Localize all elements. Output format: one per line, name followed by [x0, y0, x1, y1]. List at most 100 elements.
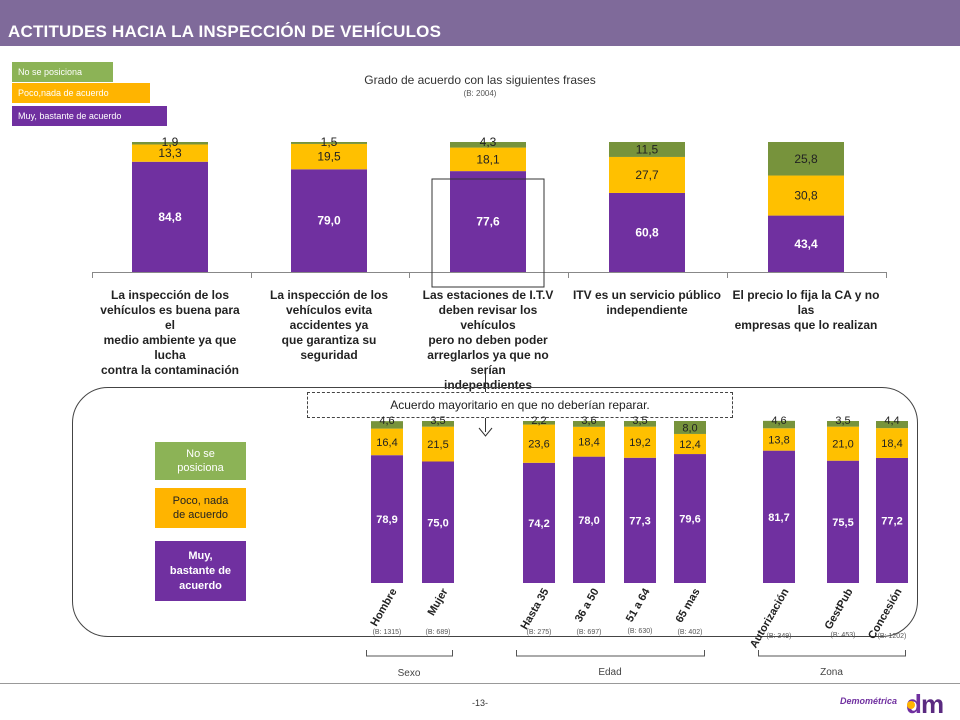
- data-label-nose: 3,5: [835, 415, 850, 427]
- bar-segment-nose: [876, 421, 908, 429]
- bar-segment-poco: [624, 426, 656, 458]
- category-label-line: ITV es un servicio público: [572, 288, 722, 302]
- bar-segment-muy: [371, 455, 403, 583]
- legend-item-muy-bastante: Muy, bastante de acuerdo: [155, 541, 246, 601]
- data-label-poco: 21,0: [832, 439, 853, 451]
- data-label-nose: 25,8: [794, 152, 818, 166]
- bar-segment-poco: [876, 428, 908, 458]
- data-label-poco: 13,3: [158, 146, 182, 160]
- data-label-nose: 8,0: [682, 422, 697, 434]
- data-label-muy: 77,2: [881, 515, 902, 527]
- data-label-poco: 16,4: [376, 437, 397, 449]
- data-label-muy: 84,8: [158, 210, 182, 224]
- data-label-nose: 4,3: [480, 135, 497, 149]
- bar-segment-muy: [763, 450, 795, 583]
- bar-segment-muy: [132, 161, 208, 272]
- svg-text:Demométrica: Demométrica: [840, 696, 897, 706]
- bar-segment-poco: [371, 428, 403, 456]
- base-label: (B: 402): [678, 629, 703, 636]
- bar-segment-muy: [768, 215, 844, 272]
- bar-segment-poco: [609, 156, 685, 193]
- data-label-nose: 4,6: [379, 415, 394, 427]
- company-logo: Demométrica d m: [840, 689, 944, 716]
- data-label-nose: 3,5: [632, 415, 647, 427]
- data-label-poco: 12,4: [679, 439, 700, 451]
- category-label: La inspección de los vehículos evita acci…: [254, 288, 404, 363]
- data-label-poco: 19,5: [317, 150, 341, 164]
- data-label-nose: 11,5: [636, 142, 659, 156]
- category-label: 51 a 64: [624, 586, 653, 625]
- bar-segment-nose: [624, 421, 656, 427]
- bar-segment-poco: [827, 426, 859, 461]
- base-label: (B: 697): [577, 629, 602, 636]
- bar-segment-poco: [450, 147, 526, 172]
- chart-subtitle: (B: 2004): [463, 89, 497, 98]
- data-label-muy: 79,6: [679, 514, 700, 526]
- group-bracket: [366, 650, 453, 657]
- category-label: Hasta 35: [519, 587, 552, 632]
- category-label: El precio lo fija la CA y no las empresas…: [731, 288, 881, 333]
- category-label: Mujer: [426, 586, 451, 618]
- bar-segment-muy: [609, 192, 685, 272]
- data-label-muy: 78,9: [376, 514, 397, 526]
- data-label-nose: 3,6: [581, 415, 596, 427]
- data-label-muy: 75,5: [832, 517, 853, 529]
- category-label-line: empresas que lo realizan: [734, 318, 878, 332]
- legend-label: Muy, bastante de acuerdo: [18, 111, 122, 121]
- group-bracket: [758, 650, 906, 657]
- data-label-nose: 2,2: [531, 415, 546, 427]
- legend-item-poco-nada: Poco, nada de acuerdo: [155, 488, 246, 528]
- bar-segment-muy: [291, 169, 367, 272]
- category-label-line: pero no deben poder: [428, 333, 548, 347]
- breakdown-panel: [72, 387, 918, 637]
- bar-segment-muy: [422, 461, 454, 583]
- data-label-muy: 60,8: [635, 225, 659, 239]
- data-label-poco: 13,8: [768, 434, 789, 446]
- category-label: ITV es un servicio público independiente: [572, 288, 722, 318]
- data-label-nose: 4,4: [884, 415, 899, 427]
- category-label-line: La inspección de los: [110, 288, 230, 302]
- bar-segment-muy: [523, 462, 555, 583]
- data-label-poco: 21,5: [427, 439, 448, 451]
- category-label-line: vehículos es buena para el: [100, 303, 240, 332]
- bar-segment-muy: [450, 171, 526, 272]
- bar-segment-muy: [876, 457, 908, 583]
- legend-label: No se posiciona: [177, 448, 224, 474]
- bar-segment-muy: [573, 456, 605, 583]
- base-label: (B: 1202): [878, 633, 907, 640]
- data-label-nose: 1,5: [321, 135, 338, 149]
- category-label-line: vehículos evita accidentes ya: [285, 303, 373, 332]
- footer-divider: [0, 683, 960, 684]
- bar-segment-poco: [768, 175, 844, 216]
- data-label-muy: 78,0: [578, 515, 599, 527]
- bar-segment-muy: [674, 454, 706, 583]
- data-label-poco: 27,7: [635, 168, 659, 182]
- callout-box: Acuerdo mayoritario en que no deberían r…: [307, 392, 733, 418]
- group-label: Sexo: [398, 668, 421, 679]
- data-label-nose: 4,6: [771, 415, 786, 427]
- legend-label: No se posiciona: [18, 67, 83, 77]
- chart-title: Grado de acuerdo con las siguientes fras…: [364, 73, 596, 87]
- legend-item-poco-nada: Poco,nada de acuerdo: [12, 83, 150, 103]
- legend-label: Poco,nada de acuerdo: [18, 88, 109, 98]
- bar-segment-nose: [291, 142, 367, 144]
- category-label-line: deben revisar los vehículos: [438, 303, 538, 332]
- data-label-poco: 23,6: [528, 439, 549, 451]
- page-title: ACTITUDES HACIA LA INSPECCIÓN DE VEHÍCUL…: [8, 22, 442, 41]
- legend-item-muy-bastante: Muy, bastante de acuerdo: [12, 106, 167, 126]
- bar-segment-poco: [291, 143, 367, 170]
- category-label: La inspección de los vehículos es buena p…: [95, 288, 245, 378]
- data-label-muy: 43,4: [794, 237, 818, 251]
- category-label: Las estaciones de I.T.V deben revisar los…: [413, 288, 563, 393]
- bar-segment-nose: [422, 421, 454, 427]
- data-label-muy: 77,3: [629, 515, 650, 527]
- group-label: Edad: [598, 667, 621, 678]
- data-label-poco: 19,2: [629, 437, 650, 449]
- legend-item-no-se-posiciona: No se posiciona: [12, 62, 113, 82]
- category-label-line: Las estaciones de I.T.V: [422, 288, 554, 302]
- category-label: GestPub: [823, 586, 856, 631]
- data-label-muy: 77,6: [476, 215, 500, 229]
- data-label-muy: 81,7: [768, 512, 789, 524]
- bar-segment-nose: [674, 421, 706, 434]
